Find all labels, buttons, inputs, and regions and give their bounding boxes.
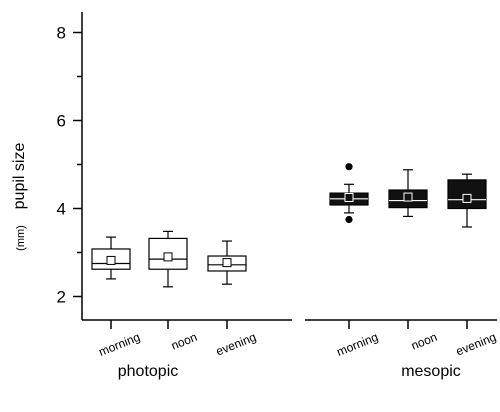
box-photopic-morning [91, 236, 131, 280]
mean-marker [403, 192, 413, 202]
category-label-noon: noon [409, 330, 439, 353]
y-tick-label: 2 [57, 288, 66, 307]
box-mesopic-evening [447, 173, 487, 228]
outlier-point [345, 215, 353, 224]
y-axis-label: pupil size [11, 143, 28, 210]
category-label-morning: morning [97, 330, 142, 359]
box-photopic-noon [148, 230, 188, 288]
box-mesopic-morning [329, 163, 369, 224]
mean-marker [106, 255, 116, 265]
category-label-noon: noon [169, 330, 199, 353]
mean-marker [462, 193, 472, 203]
group-label-photopic: photopic [118, 363, 179, 380]
box-photopic-evening [207, 240, 247, 285]
box-mesopic-noon [388, 169, 428, 218]
mean-marker [344, 193, 354, 202]
y-axis-unit: (mm) [15, 225, 27, 251]
y-tick-label: 8 [57, 24, 66, 43]
category-label-morning: morning [335, 330, 380, 359]
mean-marker [163, 252, 173, 262]
category-label-evening: evening [214, 330, 258, 359]
outlier-point [345, 163, 353, 171]
y-tick-label: 6 [57, 112, 66, 131]
mean-marker [222, 258, 232, 268]
y-tick-label: 4 [57, 200, 66, 219]
category-label-evening: evening [454, 330, 498, 359]
group-label-mesopic: mesopic [401, 363, 461, 380]
